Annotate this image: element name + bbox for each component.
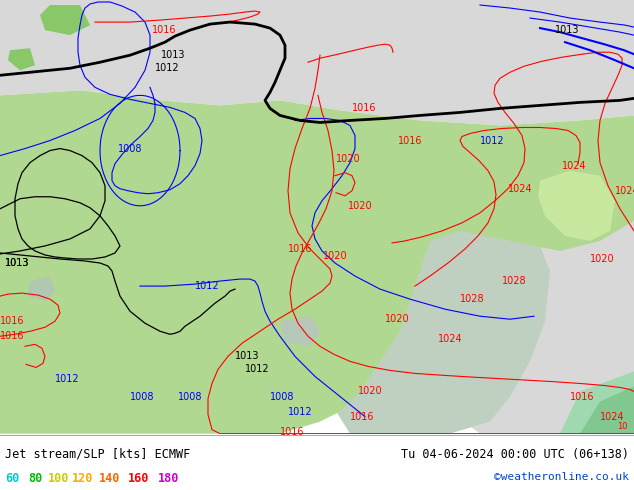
Text: 1016: 1016	[0, 316, 25, 326]
Text: 1012: 1012	[55, 374, 80, 385]
Text: 1012: 1012	[288, 407, 313, 416]
Text: 1016: 1016	[0, 331, 25, 341]
Text: 1008: 1008	[130, 392, 155, 401]
Text: 1012: 1012	[155, 63, 179, 74]
Text: 1012: 1012	[245, 365, 269, 374]
Text: 1024: 1024	[438, 334, 463, 344]
Polygon shape	[40, 5, 90, 35]
Text: 1012: 1012	[195, 281, 219, 291]
Polygon shape	[538, 171, 615, 241]
Text: 1016: 1016	[570, 392, 595, 401]
Polygon shape	[560, 371, 634, 434]
Text: 100: 100	[48, 472, 69, 485]
Text: 1024: 1024	[562, 161, 586, 171]
Text: 1013: 1013	[161, 50, 185, 60]
Text: 1028: 1028	[502, 276, 527, 286]
Text: 180: 180	[158, 472, 179, 485]
Polygon shape	[580, 387, 634, 434]
Text: 60: 60	[5, 472, 19, 485]
Text: 1020: 1020	[385, 314, 410, 324]
Text: 1028: 1028	[460, 294, 484, 304]
Text: 1013: 1013	[555, 25, 579, 35]
Text: 1016: 1016	[350, 412, 375, 421]
Text: 1020: 1020	[348, 201, 373, 211]
Text: Jet stream/SLP [kts] ECMWF: Jet stream/SLP [kts] ECMWF	[5, 448, 190, 461]
Text: 140: 140	[99, 472, 120, 485]
Text: 1008: 1008	[178, 392, 202, 401]
Text: 1013: 1013	[5, 258, 30, 268]
Text: ©weatheronline.co.uk: ©weatheronline.co.uk	[494, 472, 629, 482]
Text: 80: 80	[28, 472, 42, 485]
Polygon shape	[280, 316, 320, 346]
Text: 1020: 1020	[336, 153, 361, 164]
Text: 1013: 1013	[235, 351, 259, 361]
Polygon shape	[28, 276, 55, 301]
Text: 1016: 1016	[398, 136, 422, 146]
Text: 1008: 1008	[270, 392, 295, 401]
Text: 160: 160	[128, 472, 150, 485]
Text: 1013: 1013	[5, 258, 30, 268]
Text: 10: 10	[617, 422, 628, 431]
Text: 1020: 1020	[590, 254, 614, 264]
Polygon shape	[0, 0, 634, 125]
Text: 120: 120	[72, 472, 93, 485]
Text: 1024: 1024	[600, 412, 624, 421]
Polygon shape	[8, 48, 35, 70]
Text: 1020: 1020	[323, 251, 347, 261]
Polygon shape	[0, 90, 634, 434]
Polygon shape	[320, 161, 550, 434]
Text: Tu 04-06-2024 00:00 UTC (06+138): Tu 04-06-2024 00:00 UTC (06+138)	[401, 448, 629, 461]
Text: 1008: 1008	[118, 144, 142, 153]
Text: 1020: 1020	[358, 387, 383, 396]
Text: 1016: 1016	[280, 427, 304, 437]
Text: 1016: 1016	[288, 244, 313, 254]
Text: 1024: 1024	[508, 184, 533, 194]
Text: 1024: 1024	[615, 186, 634, 196]
Text: 1012: 1012	[480, 136, 505, 146]
Polygon shape	[425, 130, 634, 434]
Text: 1016: 1016	[152, 25, 176, 35]
Text: 1016: 1016	[352, 103, 377, 113]
